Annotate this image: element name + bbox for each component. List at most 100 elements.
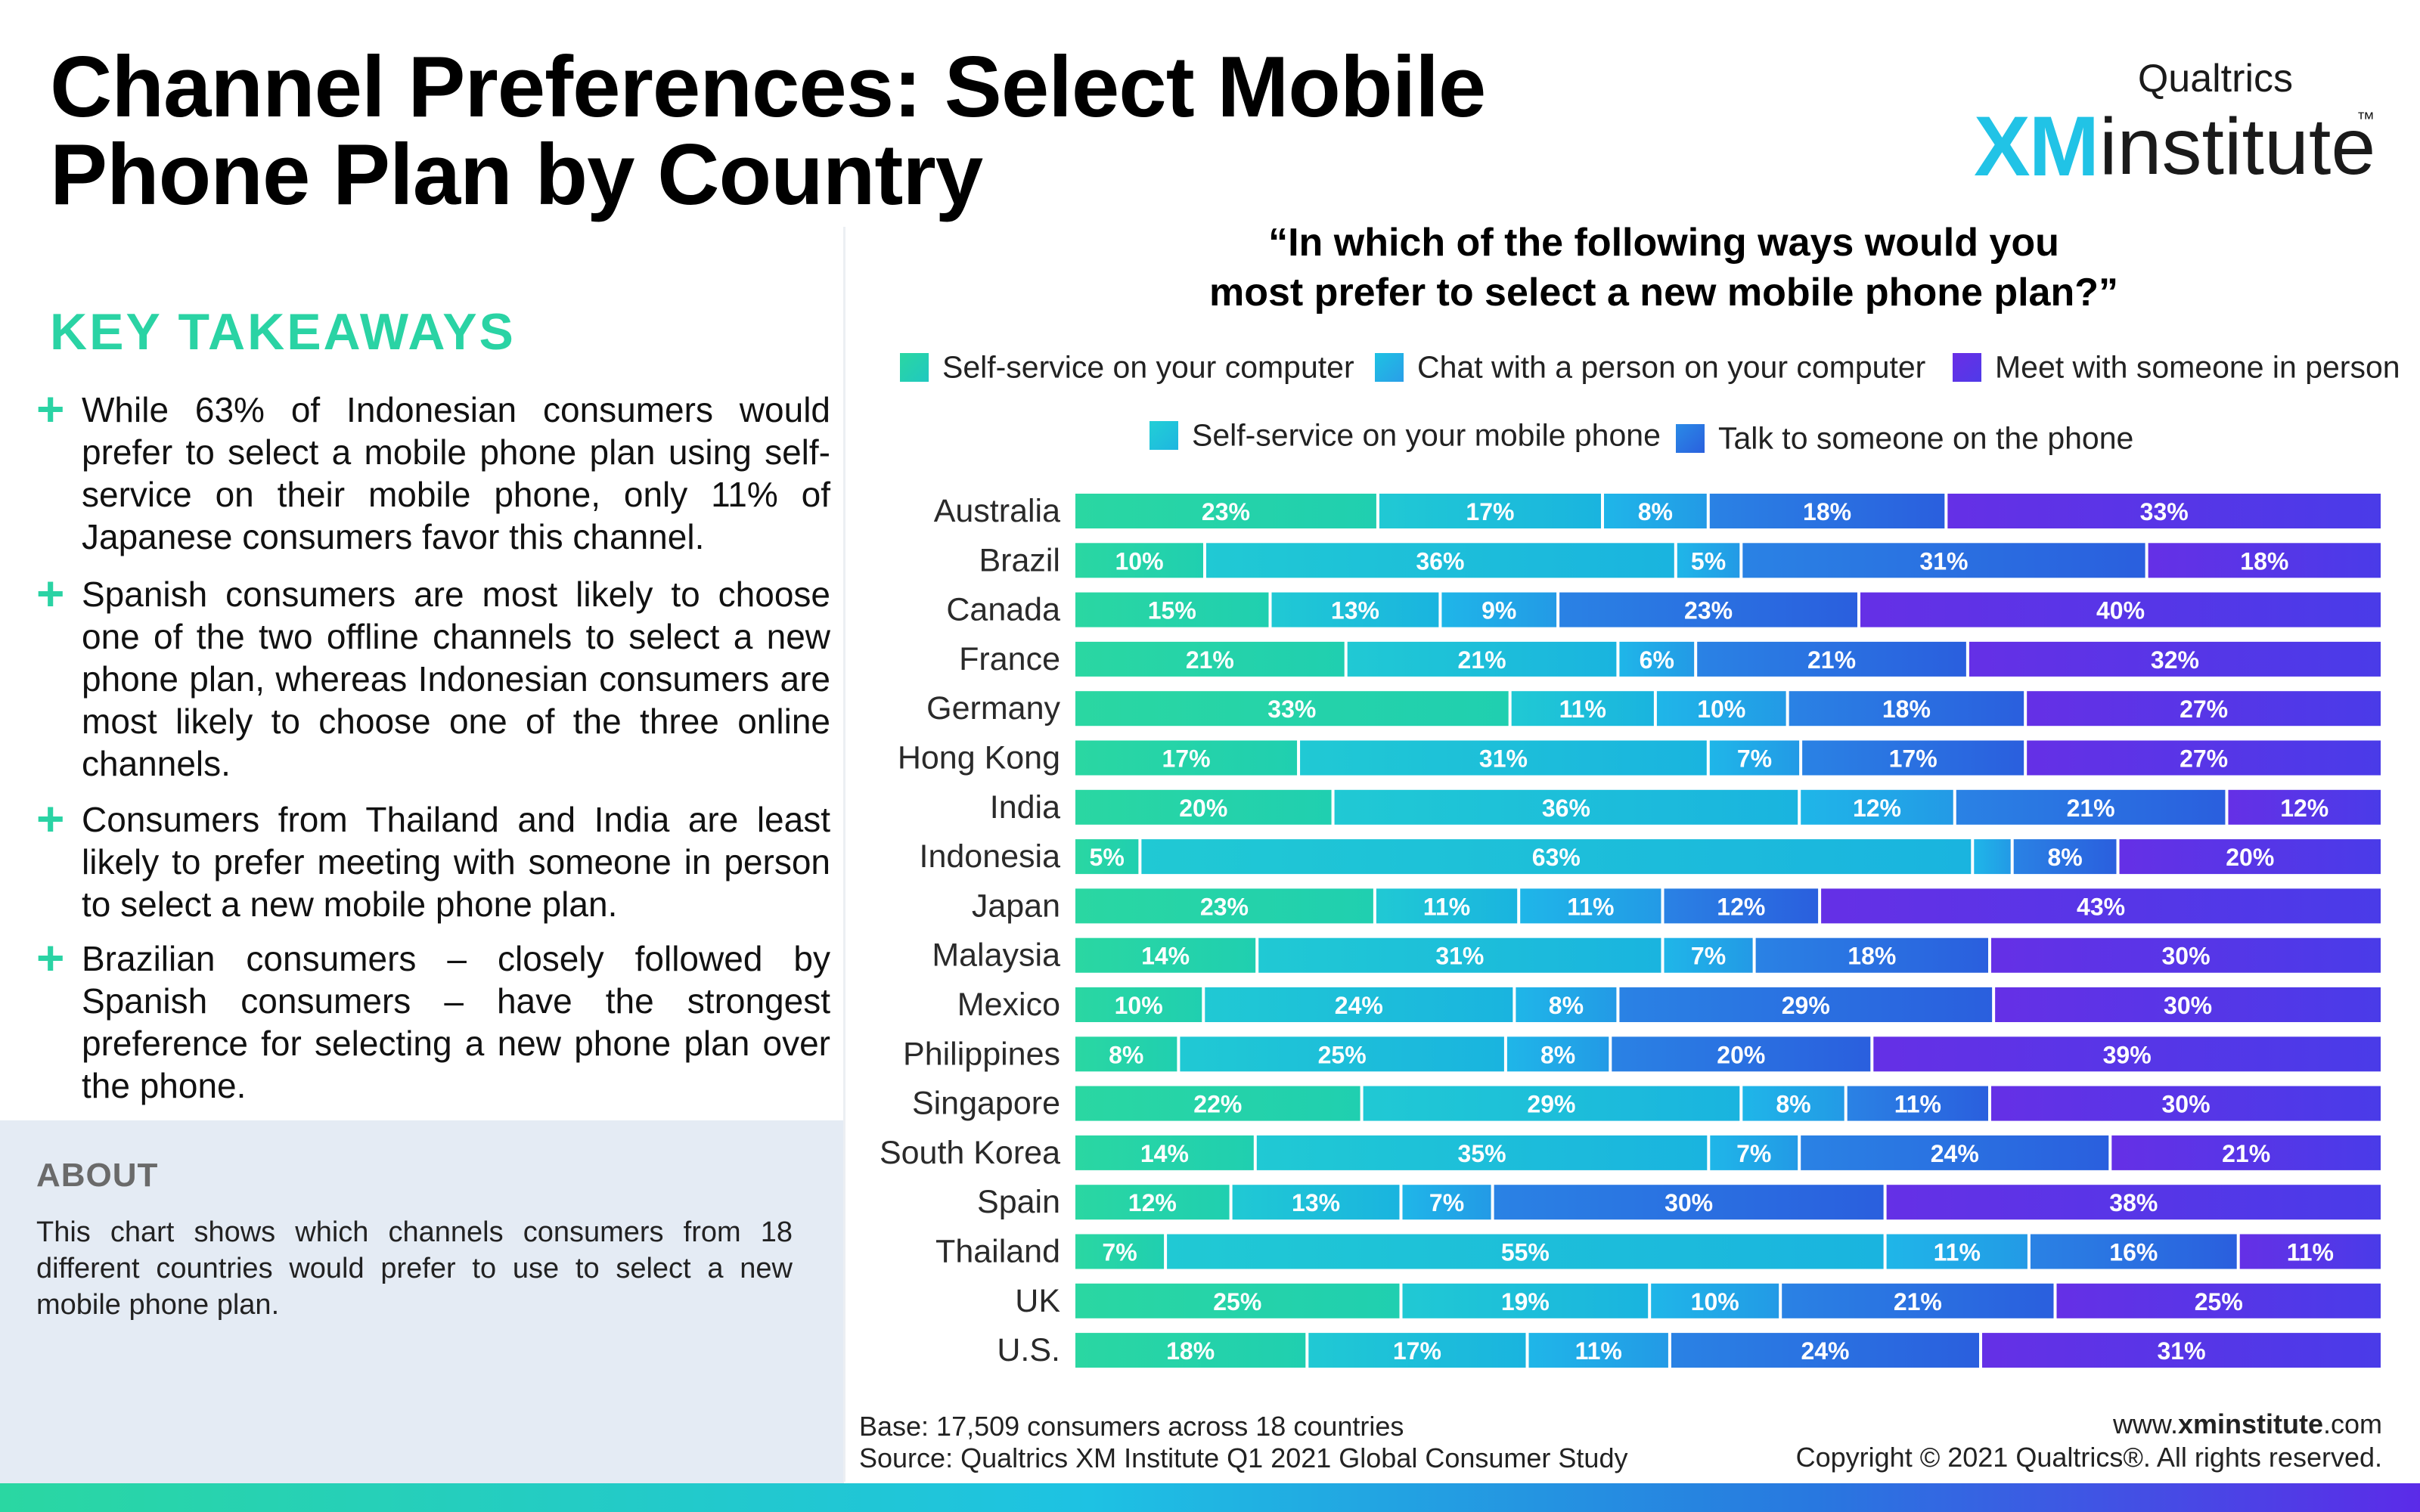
footer-copyright: www.xminstitute.com Copyright © 2021 Qua… (1796, 1408, 2382, 1474)
bar-segment (1603, 494, 1707, 528)
bar-segment (1709, 494, 1945, 528)
data-label: 30% (2164, 992, 2212, 1019)
logo-brand: Qualtrics (2137, 57, 2293, 101)
data-label: 22% (1193, 1091, 1242, 1118)
legend-item-chat-computer: Chat with a person on your computer (1375, 348, 1925, 386)
bar-segment (1075, 543, 1203, 578)
data-label: 38% (2109, 1189, 2158, 1216)
data-label: 17% (1162, 745, 1211, 773)
data-label: 25% (1318, 1041, 1367, 1068)
logo-trademark: ™ (2356, 109, 2375, 129)
bar-segment (1742, 1086, 1844, 1121)
bar-segment (1511, 691, 1654, 727)
category-label: South Korea (880, 1135, 1060, 1171)
legend-item-self-service-mobile: Self-service on your mobile phone (1150, 416, 1661, 454)
data-label: 6% (1640, 646, 1674, 674)
bar-segment (1559, 592, 1857, 627)
data-label: 20% (1179, 795, 1227, 822)
data-label: 7% (1429, 1189, 1464, 1216)
data-label: 11% (2287, 1239, 2334, 1266)
data-label: 16% (2109, 1239, 2158, 1266)
bar-segment (1789, 691, 2024, 727)
key-takeaways-heading: KEY TAKEAWAYS (50, 303, 516, 361)
bar-segment (1256, 1135, 1708, 1170)
bar-segment (1271, 592, 1439, 627)
data-label: 7% (1691, 943, 1726, 970)
data-label: 10% (1115, 547, 1163, 575)
takeaway-text: Spanish consumers are most likely to cho… (82, 575, 830, 783)
bar-segment (1075, 888, 1373, 924)
data-label: 17% (1466, 498, 1514, 525)
bar-segment (1075, 1036, 1177, 1072)
data-label: 13% (1331, 597, 1379, 624)
bottom-color-strip (0, 1483, 2420, 1512)
bar-segment (2228, 789, 2381, 825)
about-panel: ABOUT This chart shows which channels co… (0, 1120, 844, 1483)
bar-segment (1656, 691, 1786, 727)
bar-segment (1206, 543, 1674, 578)
about-heading: ABOUT (36, 1157, 159, 1194)
bar-segment (1991, 1086, 2381, 1121)
category-label: Mexico (957, 987, 1060, 1023)
data-label: 8% (1109, 1041, 1143, 1068)
bar-segment (2239, 1234, 2381, 1269)
bar-segment (1709, 740, 1800, 776)
bar-segment (2013, 839, 2117, 875)
website-prefix: www. (2112, 1408, 2178, 1439)
bar-segment (1847, 1086, 1988, 1121)
bar-segment (1075, 494, 1376, 528)
data-label: 31% (1919, 547, 1968, 575)
data-label: 43% (2077, 893, 2125, 920)
bar-segment (1677, 543, 1740, 578)
data-label: 12% (1853, 795, 1901, 822)
data-label: 21% (1894, 1288, 1942, 1315)
bar-segment (1956, 789, 2226, 825)
bar-segment (1376, 888, 1518, 924)
data-label: 8% (1776, 1091, 1810, 1118)
bar-segment (1506, 1036, 1609, 1072)
data-label: 23% (1200, 893, 1249, 920)
data-label: 29% (1782, 992, 1830, 1019)
data-label: 10% (1691, 1288, 1739, 1315)
data-label: 21% (1458, 646, 1506, 674)
page-title: Channel Preferences: Select Mobile Phone… (50, 39, 1486, 223)
data-label: 32% (2151, 646, 2199, 674)
data-label: 33% (1267, 696, 1316, 723)
bar-segment (1347, 641, 1617, 677)
website-link[interactable]: www.xminstitute.com (1796, 1408, 2382, 1441)
bar-segment (1075, 641, 1345, 677)
chart-title-line-1: “In which of the following ways would yo… (1268, 221, 2059, 265)
data-label: 8% (1638, 498, 1673, 525)
data-label: 36% (1416, 547, 1464, 575)
bar-segment (1974, 839, 2011, 875)
bar-segment (1995, 987, 2381, 1022)
data-label: 11% (1934, 1239, 1981, 1266)
bar-segment (1180, 1036, 1504, 1072)
data-label: 17% (1889, 745, 1938, 773)
category-label: Indonesia (920, 838, 1061, 875)
data-label: 39% (2103, 1041, 2152, 1068)
data-label: 25% (1213, 1288, 1261, 1315)
data-label: 25% (2195, 1288, 2243, 1315)
bar-segment (1947, 494, 2381, 528)
bar-segment (1821, 888, 2381, 924)
bar-segment (1742, 543, 2145, 578)
bar-segment (1075, 987, 1202, 1022)
bar-segment (1782, 1283, 2054, 1318)
data-label: 35% (1458, 1140, 1506, 1167)
bar-segment (2027, 691, 2381, 727)
chart-title: “In which of the following ways would yo… (1059, 218, 2269, 318)
legend-swatch (1953, 353, 1981, 383)
data-label: 18% (1848, 943, 1896, 970)
bar-segment (1402, 1283, 1649, 1318)
data-label: 23% (1202, 498, 1250, 525)
plus-icon: + (36, 382, 65, 436)
bar-segment (1991, 937, 2381, 973)
bar-segment (1802, 740, 2024, 776)
bar-segment (1801, 789, 1953, 825)
bar-segment (1075, 839, 1139, 875)
data-label: 18% (1803, 498, 1851, 525)
bar-segment (1494, 1185, 1884, 1220)
data-label: 14% (1140, 1140, 1189, 1167)
data-label: 12% (1717, 893, 1765, 920)
